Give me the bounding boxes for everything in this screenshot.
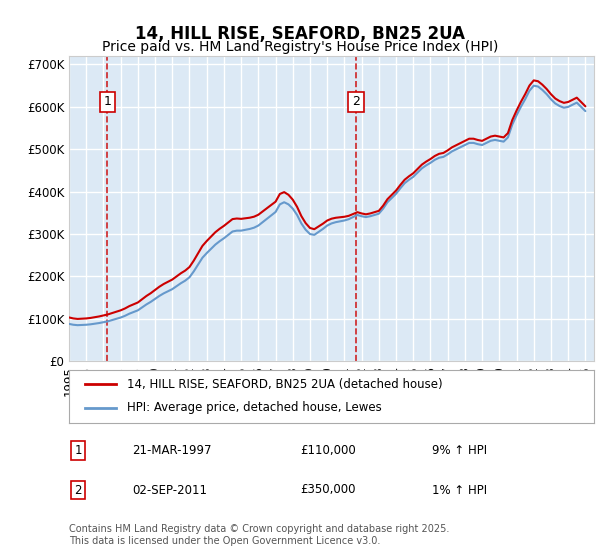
Text: 9% ↑ HPI: 9% ↑ HPI (432, 444, 487, 458)
Text: 02-SEP-2011: 02-SEP-2011 (132, 483, 207, 497)
Text: 2: 2 (352, 95, 360, 108)
Text: 21-MAR-1997: 21-MAR-1997 (132, 444, 212, 458)
Text: 1% ↑ HPI: 1% ↑ HPI (432, 483, 487, 497)
Text: 1: 1 (103, 95, 111, 108)
Text: 1: 1 (74, 444, 82, 458)
Text: 2: 2 (74, 483, 82, 497)
Text: 14, HILL RISE, SEAFORD, BN25 2UA (detached house): 14, HILL RISE, SEAFORD, BN25 2UA (detach… (127, 378, 442, 391)
Text: 14, HILL RISE, SEAFORD, BN25 2UA: 14, HILL RISE, SEAFORD, BN25 2UA (135, 25, 465, 43)
Text: Price paid vs. HM Land Registry's House Price Index (HPI): Price paid vs. HM Land Registry's House … (102, 40, 498, 54)
Text: HPI: Average price, detached house, Lewes: HPI: Average price, detached house, Lewe… (127, 402, 382, 414)
Text: £110,000: £110,000 (300, 444, 356, 458)
Text: £350,000: £350,000 (300, 483, 355, 497)
Text: Contains HM Land Registry data © Crown copyright and database right 2025.
This d: Contains HM Land Registry data © Crown c… (69, 524, 449, 546)
